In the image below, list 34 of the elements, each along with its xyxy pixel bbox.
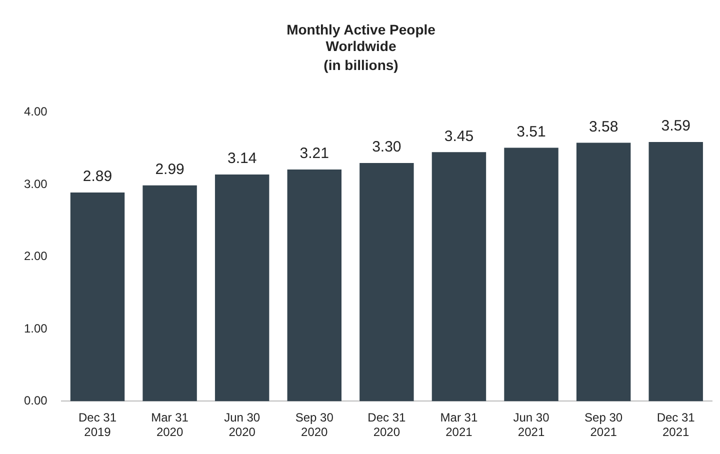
- x-tick-label: Mar 31 2020: [151, 410, 189, 440]
- y-tick-label: 4.00: [24, 104, 48, 119]
- data-label: 3.58: [588, 118, 618, 136]
- bar: [648, 142, 703, 402]
- x-tick-label: Jun 30 2021: [513, 410, 550, 440]
- x-tick-label: Jun 30 2020: [224, 410, 260, 440]
- bar: [70, 192, 125, 402]
- x-tick-label: Sep 30 2021: [584, 410, 623, 440]
- bar: [360, 162, 414, 402]
- bar: [504, 148, 558, 402]
- y-tick-label: 2.00: [24, 249, 48, 264]
- data-label: 2.99: [155, 160, 184, 178]
- data-label: 2.89: [82, 168, 112, 186]
- bar: [214, 174, 270, 402]
- x-tick-label: Dec 31 2021: [656, 410, 696, 440]
- x-tick-label: Sep 30 2020: [295, 410, 334, 440]
- data-label: 3.59: [661, 118, 690, 135]
- y-tick-label: 0.00: [24, 394, 48, 408]
- x-tick-label: Dec 31 2019: [78, 410, 117, 440]
- chart-subtitle: (in billions): [324, 56, 398, 73]
- bar: [576, 142, 631, 402]
- x-tick-label: Mar 31 2021: [440, 410, 478, 440]
- data-label: 3.30: [372, 138, 402, 156]
- y-tick-label: 1.00: [24, 321, 48, 336]
- bar: [432, 152, 486, 402]
- bar: [142, 185, 197, 402]
- chart-title: Monthly Active People Worldwide: [286, 21, 436, 54]
- data-label: 3.14: [227, 150, 257, 168]
- y-tick-label: 3.00: [24, 176, 48, 191]
- data-label: 3.21: [300, 145, 329, 162]
- data-label: 3.45: [444, 128, 474, 145]
- x-tick-label: Dec 31 2020: [368, 410, 406, 440]
- bar: [287, 169, 342, 402]
- data-label: 3.51: [516, 123, 546, 140]
